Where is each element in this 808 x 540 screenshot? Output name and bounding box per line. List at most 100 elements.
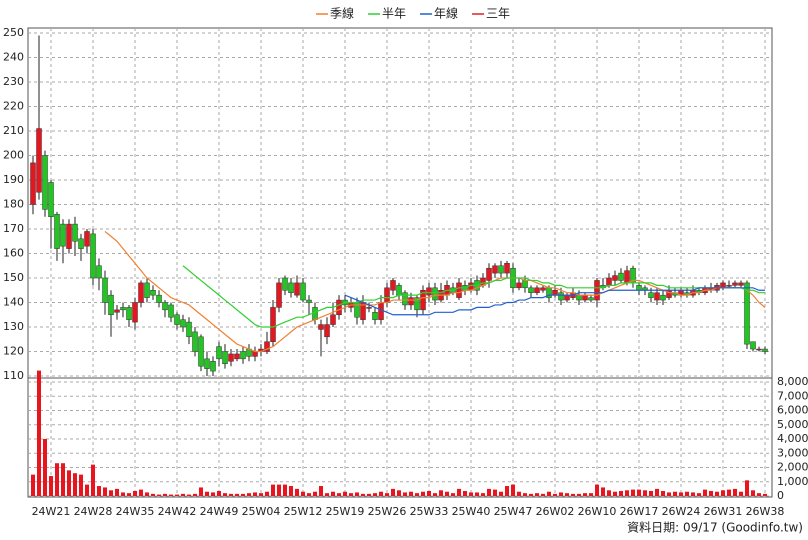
volume-bar xyxy=(601,487,605,496)
volume-bar xyxy=(739,491,743,496)
candle-body xyxy=(282,277,288,291)
candle-body xyxy=(120,307,126,311)
volume-bar xyxy=(685,491,689,496)
volume-bar xyxy=(463,491,467,496)
x-tick-label: 25W33 xyxy=(410,505,449,518)
volume-bar xyxy=(721,490,725,496)
volume-bar xyxy=(481,493,485,496)
candle-body xyxy=(486,267,492,281)
candle-body xyxy=(150,290,156,296)
volume-bar xyxy=(691,492,695,496)
volume-bar xyxy=(109,490,113,496)
volume-bar xyxy=(535,493,539,496)
volume-bar xyxy=(43,439,47,496)
volume-bar xyxy=(379,491,383,496)
candle-body xyxy=(318,324,324,330)
y-tick-label: 110 xyxy=(3,369,24,382)
volume-bar xyxy=(439,490,443,496)
candle-body xyxy=(372,312,378,320)
x-tick-label: 25W12 xyxy=(284,505,323,518)
y-tick-label: 220 xyxy=(3,100,24,113)
volume-bar xyxy=(385,493,389,496)
candle-body xyxy=(42,155,48,210)
volume-bar xyxy=(757,493,761,496)
volume-bar xyxy=(553,493,557,496)
candle-body xyxy=(264,341,270,352)
volume-bar xyxy=(763,493,767,496)
volume-bar xyxy=(145,492,149,496)
x-tick-label: 24W35 xyxy=(116,505,155,518)
candle-body xyxy=(744,282,750,345)
y-tick-label: 210 xyxy=(3,124,24,137)
volume-bar xyxy=(163,493,167,496)
candle-body xyxy=(222,351,228,364)
candle-body xyxy=(396,285,402,296)
volume-bar xyxy=(751,490,755,496)
candle-body xyxy=(660,294,666,301)
candle-body xyxy=(726,285,732,287)
volume-bar xyxy=(229,493,233,496)
volume-bar xyxy=(427,491,431,496)
volume-bar xyxy=(409,491,413,496)
x-tick-label: 25W40 xyxy=(452,505,491,518)
volume-bar xyxy=(55,463,59,496)
y2-tick-label: 0 xyxy=(777,489,784,502)
candle-body xyxy=(66,223,72,249)
candle-body xyxy=(54,214,60,249)
y2-tick-label: 3,000 xyxy=(777,446,808,459)
volume-bar xyxy=(709,491,713,496)
x-tick-label: 26W38 xyxy=(746,505,785,518)
candle-body xyxy=(516,282,522,289)
candle-body xyxy=(738,282,744,286)
volume-bar xyxy=(661,491,665,496)
volume-bar xyxy=(703,489,707,496)
candle-body xyxy=(276,282,282,308)
x-tick-label: 26W10 xyxy=(578,505,617,518)
candle-body xyxy=(192,331,198,352)
candle-body xyxy=(168,304,174,318)
volume-bar xyxy=(343,491,347,496)
y-tick-label: 240 xyxy=(3,51,24,64)
volume-bar xyxy=(235,493,239,496)
volume-bar xyxy=(733,488,737,496)
candle-body xyxy=(234,353,240,360)
volume-bar xyxy=(421,491,425,496)
y-tick-label: 150 xyxy=(3,271,24,284)
candle-body xyxy=(756,348,762,351)
volume-bar xyxy=(127,493,131,496)
x-tick-label: 24W21 xyxy=(32,505,71,518)
candle-body xyxy=(384,287,390,303)
candle-body xyxy=(198,336,204,367)
candle-body xyxy=(240,351,246,360)
candle-body xyxy=(252,351,258,357)
candle-body xyxy=(420,290,426,311)
volume-bar xyxy=(181,493,185,496)
volume-bar xyxy=(625,490,629,496)
volume-bar xyxy=(67,470,71,496)
candle-body xyxy=(606,277,612,286)
candle-body xyxy=(432,287,438,301)
volume-bar xyxy=(643,490,647,496)
volume-bar xyxy=(655,488,659,496)
volume-bar xyxy=(247,493,251,496)
volume-bar xyxy=(325,493,329,496)
candle-body xyxy=(162,302,168,311)
candle-body xyxy=(528,287,534,293)
volume-bar xyxy=(373,493,377,496)
x-tick-label: 26W24 xyxy=(662,505,701,518)
candle-body xyxy=(138,282,144,303)
candle-body xyxy=(186,321,192,338)
volume-bar xyxy=(361,493,365,496)
volume-bar xyxy=(85,484,89,496)
volume-bar xyxy=(631,489,635,496)
volume-bar xyxy=(307,493,311,496)
volume-bar xyxy=(133,491,137,496)
candle-body xyxy=(288,282,294,293)
candle-body xyxy=(72,223,78,242)
volume-bar xyxy=(745,480,749,496)
volume-bar xyxy=(445,491,449,496)
volume-bar xyxy=(499,491,503,496)
volume-bar xyxy=(259,493,263,496)
volume-bar xyxy=(673,491,677,496)
y-tick-label: 200 xyxy=(3,149,24,162)
